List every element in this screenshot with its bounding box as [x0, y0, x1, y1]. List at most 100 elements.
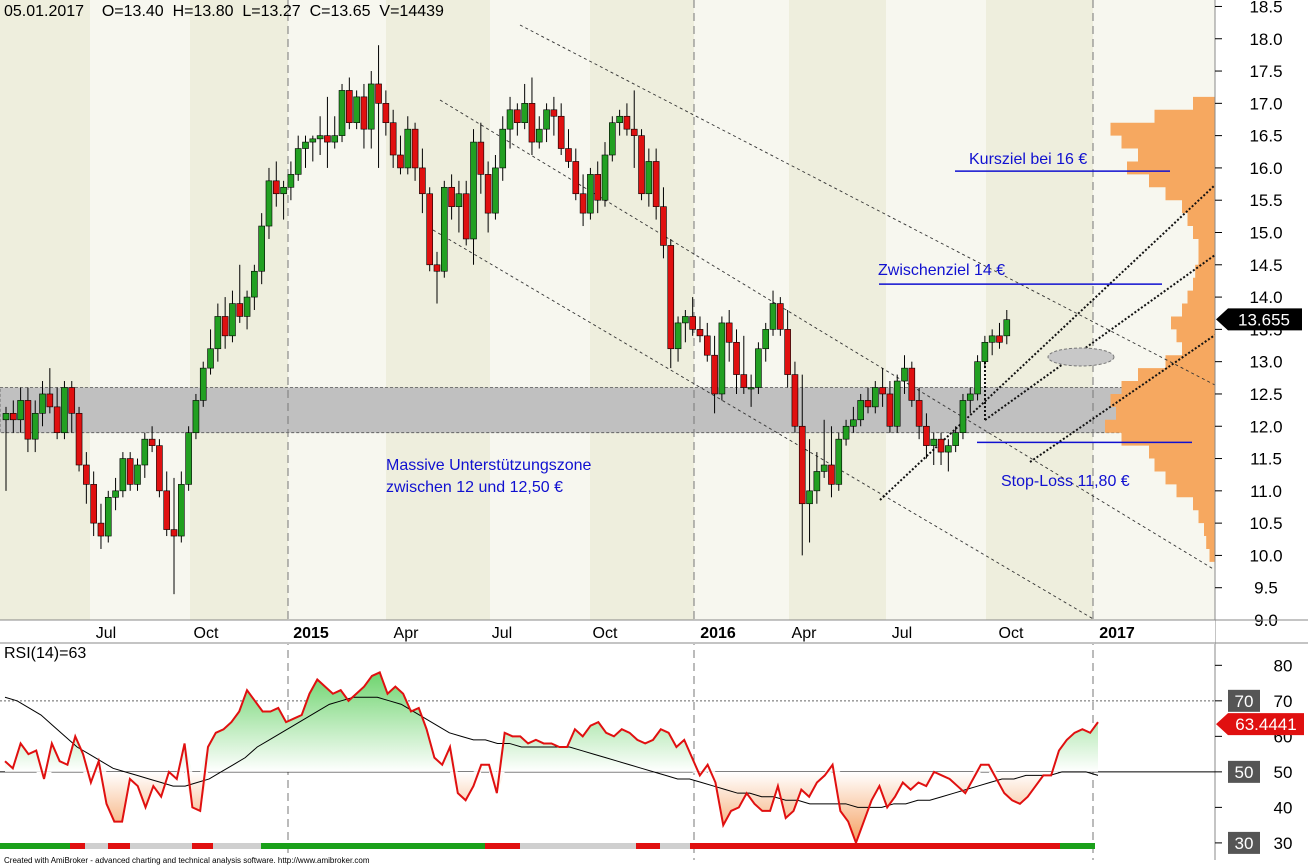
candle-body: [901, 367, 908, 382]
candle-body: [718, 322, 726, 395]
candle-body: [24, 400, 32, 440]
candle-body: [90, 484, 97, 524]
candle-body: [864, 400, 872, 408]
x-tick-label: Oct: [999, 625, 1024, 642]
ohlc-open: O=13.40: [101, 3, 164, 20]
candle-body: [682, 316, 689, 324]
candle-body: [83, 464, 90, 485]
rsi-level-badge: [1228, 831, 1260, 854]
rsi-tick-label: 30: [1274, 834, 1293, 853]
period-band: [986, 0, 1093, 620]
rsi-title: RSI(14)=63: [4, 645, 87, 662]
candle-body: [324, 135, 331, 143]
rsi-axis-bg: [1216, 644, 1308, 856]
price-tick-label: 12.5: [1249, 385, 1282, 404]
candle-body: [587, 174, 594, 214]
x-tick-label: 2015: [293, 625, 329, 642]
candle-body: [557, 115, 565, 149]
signal-ribbon-segment: [108, 843, 130, 849]
support-zone: [0, 387, 1138, 434]
candle-body: [61, 387, 68, 434]
period-band: [386, 0, 490, 620]
candle-body: [908, 367, 916, 401]
candle-body: [616, 115, 623, 124]
last-price-tag: [1216, 308, 1302, 331]
candle-body: [813, 471, 821, 492]
candle-body: [484, 174, 492, 214]
candle-body: [316, 135, 324, 140]
candle-body: [112, 490, 119, 498]
candle-body: [652, 161, 660, 207]
downtrend-channel-line: [519, 24, 1216, 386]
candle-body: [119, 458, 127, 492]
candle-body: [97, 522, 105, 537]
candle-body: [784, 329, 791, 375]
candle-body: [214, 316, 222, 350]
candle-body: [601, 154, 609, 201]
candle-body: [404, 128, 412, 169]
candle-body: [243, 296, 251, 317]
candle-body: [820, 464, 828, 472]
candle-body: [791, 374, 799, 427]
signal-ribbon-segment: [261, 843, 485, 849]
candle-body: [806, 490, 813, 505]
candle-body: [565, 148, 572, 162]
candle-body: [915, 400, 923, 427]
price-tick-label: 10.5: [1249, 514, 1282, 533]
candle-body: [828, 464, 835, 485]
candle-body: [258, 225, 265, 272]
ohlc-volume: V=14439: [379, 3, 444, 20]
period-band: [886, 0, 986, 620]
candle-body: [974, 361, 981, 395]
candle-body: [426, 193, 433, 266]
candle-body: [251, 270, 258, 298]
rsi-tick-label: 80: [1274, 656, 1293, 675]
candle-body: [134, 464, 141, 485]
price-tick-label: 9.5: [1254, 579, 1278, 598]
candle-body: [272, 180, 280, 195]
candle-body: [455, 193, 463, 207]
candle-body: [733, 341, 740, 375]
candle-body: [17, 400, 24, 421]
signal-ribbon-segment: [660, 843, 690, 849]
zwischenziel-label: Zwischenziel 14 €: [878, 262, 1006, 279]
uptrend-channel-line: [879, 184, 1216, 501]
signal-ribbon-segment: [192, 843, 213, 849]
rsi-last-value-tag: [1216, 713, 1304, 736]
candle-body: [696, 329, 704, 337]
signal-ribbon-segment: [70, 843, 85, 849]
footer-credit: Created with AmiBroker - advanced charti…: [4, 856, 370, 865]
signal-ribbon-segment: [1060, 843, 1095, 849]
support-zone-label-2: zwischen 12 und 12,50 €: [386, 479, 564, 496]
signal-ribbon-segment: [130, 843, 192, 849]
candle-body: [389, 122, 397, 156]
candle-body: [937, 438, 945, 453]
candle-body: [229, 303, 236, 337]
candle-body: [835, 438, 843, 485]
rsi-level-badge-label: 30: [1235, 834, 1254, 853]
candle-body: [346, 90, 353, 124]
candle-body: [265, 180, 273, 227]
candle-body: [521, 103, 528, 124]
candle-body: [68, 387, 76, 414]
price-tick-label: 18.5: [1249, 0, 1282, 16]
rsi-overbought-fill: [5, 672, 1098, 772]
price-tick-label: 16.5: [1249, 127, 1282, 146]
rsi-level-badge-label: 50: [1235, 763, 1254, 782]
candle-body: [492, 167, 499, 214]
candle-body: [338, 90, 346, 136]
x-tick-label: Jul: [492, 625, 512, 642]
period-band: [490, 0, 590, 620]
signal-ribbon-segment: [85, 843, 108, 849]
candle-body: [499, 128, 507, 169]
candle-body: [528, 103, 536, 143]
candle-body: [630, 128, 638, 136]
candle-body: [638, 135, 645, 195]
candle-body: [725, 322, 733, 343]
candle-body: [514, 109, 521, 124]
candle-body: [850, 419, 857, 427]
candle-body: [842, 425, 850, 440]
candle-body: [952, 432, 959, 446]
candle-body: [740, 374, 748, 388]
